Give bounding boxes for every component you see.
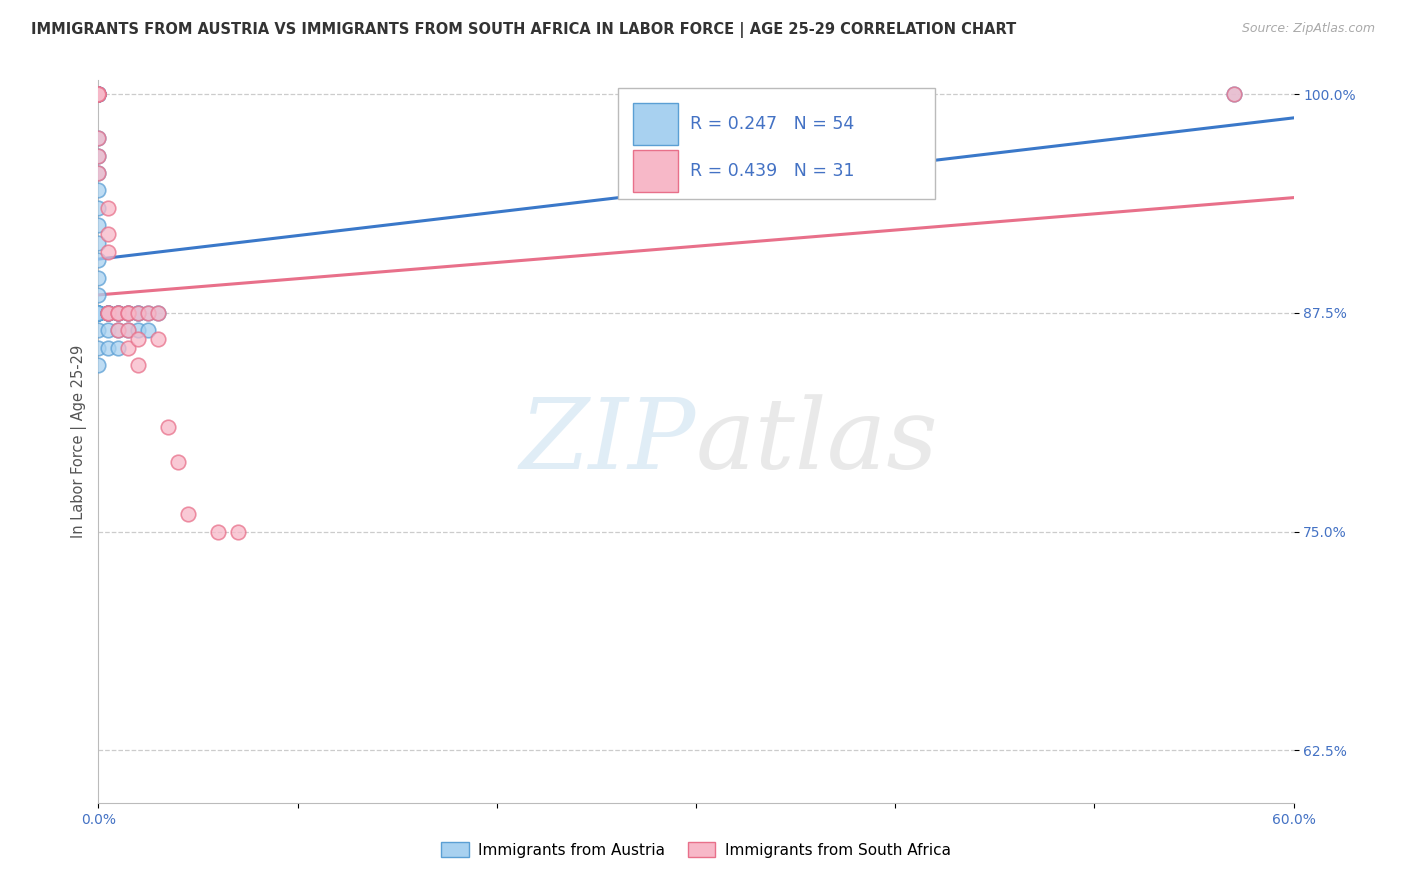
Point — [107, 306, 129, 320]
FancyBboxPatch shape — [633, 151, 678, 193]
Text: ZIP: ZIP — [520, 394, 696, 489]
Point — [107, 306, 129, 320]
Point — [1223, 87, 1246, 102]
FancyBboxPatch shape — [619, 87, 935, 200]
Point — [87, 166, 110, 180]
Point — [87, 323, 110, 337]
Point — [87, 87, 110, 102]
Point — [87, 87, 110, 102]
Point — [117, 306, 139, 320]
Point — [97, 306, 120, 320]
Point — [117, 341, 139, 355]
Point — [87, 131, 110, 145]
Text: atlas: atlas — [696, 394, 939, 489]
Point — [1223, 87, 1246, 102]
Point — [97, 306, 120, 320]
Point — [107, 306, 129, 320]
Point — [136, 306, 159, 320]
Point — [87, 271, 110, 285]
Point — [87, 87, 110, 102]
Point — [127, 306, 149, 320]
Point — [87, 87, 110, 102]
Y-axis label: In Labor Force | Age 25-29: In Labor Force | Age 25-29 — [72, 345, 87, 538]
Point — [87, 288, 110, 302]
Point — [87, 306, 110, 320]
Point — [87, 235, 110, 250]
Text: Source: ZipAtlas.com: Source: ZipAtlas.com — [1241, 22, 1375, 36]
Point — [87, 306, 110, 320]
Point — [87, 87, 110, 102]
Point — [87, 306, 110, 320]
Point — [87, 87, 110, 102]
Point — [97, 306, 120, 320]
FancyBboxPatch shape — [633, 103, 678, 145]
Point — [87, 87, 110, 102]
Legend: Immigrants from Austria, Immigrants from South Africa: Immigrants from Austria, Immigrants from… — [436, 836, 956, 863]
Point — [148, 306, 170, 320]
Point — [97, 306, 120, 320]
Point — [87, 341, 110, 355]
Point — [107, 323, 129, 337]
Point — [127, 332, 149, 346]
Point — [117, 323, 139, 337]
Point — [97, 341, 120, 355]
Point — [226, 524, 249, 539]
Point — [136, 323, 159, 337]
Point — [87, 87, 110, 102]
Point — [87, 306, 110, 320]
Point — [87, 306, 110, 320]
Point — [87, 87, 110, 102]
Point — [87, 306, 110, 320]
Point — [107, 306, 129, 320]
Point — [87, 166, 110, 180]
Point — [107, 323, 129, 337]
Point — [148, 332, 170, 346]
Point — [87, 131, 110, 145]
Point — [136, 306, 159, 320]
Point — [207, 524, 229, 539]
Point — [87, 219, 110, 233]
Point — [87, 306, 110, 320]
Point — [97, 227, 120, 242]
Text: IMMIGRANTS FROM AUSTRIA VS IMMIGRANTS FROM SOUTH AFRICA IN LABOR FORCE | AGE 25-: IMMIGRANTS FROM AUSTRIA VS IMMIGRANTS FR… — [31, 22, 1017, 38]
Point — [127, 359, 149, 373]
Point — [87, 253, 110, 268]
Point — [87, 87, 110, 102]
Point — [127, 306, 149, 320]
Point — [148, 306, 170, 320]
Point — [117, 306, 139, 320]
Point — [97, 323, 120, 337]
Point — [97, 306, 120, 320]
Point — [117, 306, 139, 320]
Point — [167, 455, 190, 469]
Point — [87, 87, 110, 102]
Point — [97, 306, 120, 320]
Point — [87, 148, 110, 162]
Text: R = 0.247   N = 54: R = 0.247 N = 54 — [690, 115, 855, 133]
Point — [87, 184, 110, 198]
Point — [127, 306, 149, 320]
Point — [177, 507, 200, 521]
Point — [87, 359, 110, 373]
Point — [107, 306, 129, 320]
Text: R = 0.439   N = 31: R = 0.439 N = 31 — [690, 162, 855, 180]
Point — [107, 341, 129, 355]
Point — [87, 148, 110, 162]
Point — [117, 323, 139, 337]
Point — [117, 306, 139, 320]
Point — [87, 87, 110, 102]
Point — [87, 306, 110, 320]
Point — [87, 87, 110, 102]
Point — [87, 306, 110, 320]
Point — [157, 419, 180, 434]
Point — [97, 306, 120, 320]
Point — [87, 201, 110, 215]
Point — [87, 87, 110, 102]
Point — [97, 244, 120, 259]
Point — [97, 201, 120, 215]
Point — [127, 323, 149, 337]
